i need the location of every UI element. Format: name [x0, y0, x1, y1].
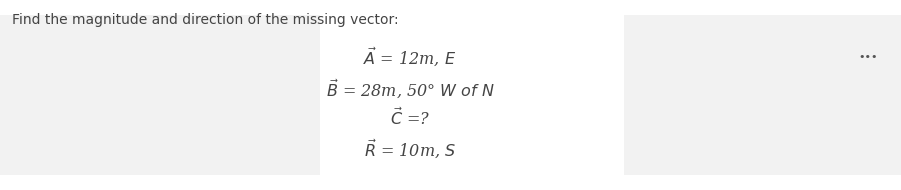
- FancyBboxPatch shape: [0, 15, 320, 175]
- Text: Find the magnitude and direction of the missing vector:: Find the magnitude and direction of the …: [12, 13, 398, 27]
- FancyBboxPatch shape: [624, 15, 901, 175]
- Text: •••: •••: [858, 52, 878, 62]
- Text: $\vec{A}$ = 12m, $E$: $\vec{A}$ = 12m, $E$: [363, 46, 457, 68]
- Text: $\vec{B}$ = 28m, 50° $W$ $of$ $N$: $\vec{B}$ = 28m, 50° $W$ $of$ $N$: [325, 77, 495, 100]
- Text: $\vec{R}$ = 10m, $S$: $\vec{R}$ = 10m, $S$: [364, 138, 456, 160]
- Text: $\vec{C}$ =?: $\vec{C}$ =?: [390, 108, 430, 129]
